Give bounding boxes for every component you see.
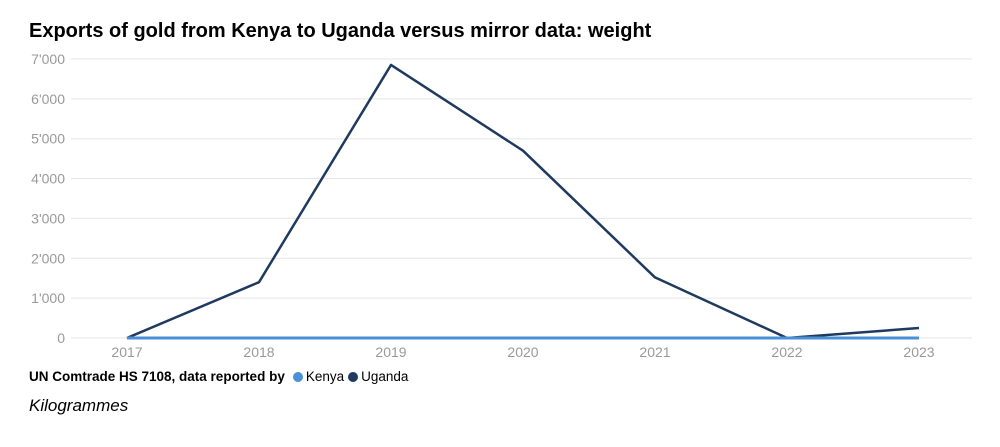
series-line-uganda bbox=[126, 63, 920, 340]
x-axis-ticks: 2017 2018 2019 2020 2021 2022 2023 bbox=[111, 344, 934, 360]
y-axis-ticks: 0 1'000 2'000 3'000 4'000 5'000 6'000 7'000 bbox=[31, 51, 65, 346]
legend-dot-uganda bbox=[348, 371, 359, 382]
unit-note: Kilogrammes bbox=[29, 396, 129, 415]
legend-label-kenya: Kenya bbox=[305, 369, 345, 384]
y-tick-label: 0 bbox=[57, 330, 65, 346]
chart-title: Exports of gold from Kenya to Uganda ver… bbox=[29, 20, 652, 42]
legend-dot-kenya bbox=[292, 371, 303, 382]
legend-prefix: UN Comtrade HS 7108, data reported by bbox=[29, 369, 285, 384]
series-lines bbox=[126, 63, 920, 340]
legend-label-uganda: Uganda bbox=[361, 369, 409, 384]
legend: UN Comtrade HS 7108, data reported by Ke… bbox=[29, 369, 412, 384]
legend-item-kenya[interactable]: Kenya bbox=[292, 369, 345, 384]
y-tick-label: 7'000 bbox=[31, 51, 65, 67]
x-tick-label: 2021 bbox=[639, 344, 670, 360]
gridlines bbox=[71, 58, 972, 339]
x-tick-label: 2019 bbox=[375, 344, 406, 360]
y-tick-label: 6'000 bbox=[31, 91, 65, 107]
y-tick-label: 4'000 bbox=[31, 171, 65, 187]
y-tick-label: 1'000 bbox=[31, 290, 65, 306]
y-tick-label: 2'000 bbox=[31, 250, 65, 266]
y-tick-label: 5'000 bbox=[31, 131, 65, 147]
x-tick-label: 2022 bbox=[771, 344, 802, 360]
x-tick-label: 2017 bbox=[111, 344, 142, 360]
x-tick-label: 2020 bbox=[507, 344, 538, 360]
legend-item-uganda[interactable]: Uganda bbox=[348, 369, 408, 384]
x-tick-label: 2023 bbox=[903, 344, 934, 360]
x-tick-label: 2018 bbox=[243, 344, 274, 360]
y-tick-label: 3'000 bbox=[31, 210, 65, 226]
